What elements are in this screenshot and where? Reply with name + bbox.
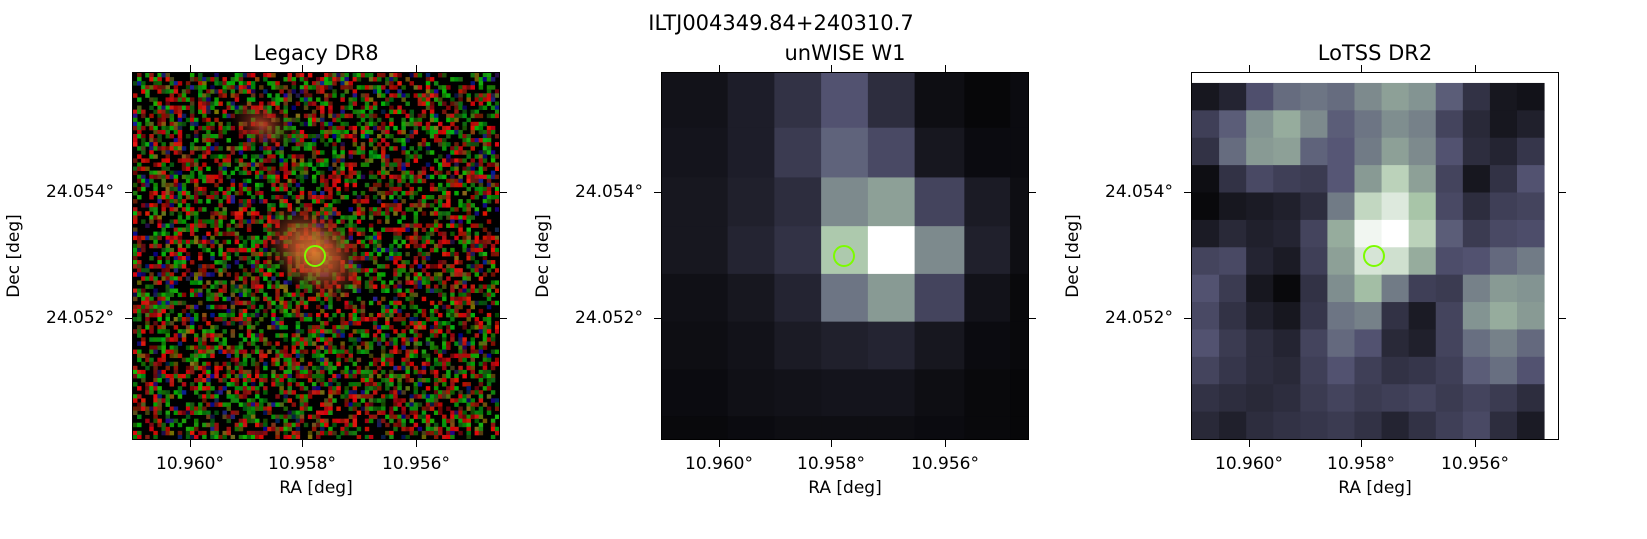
source-marker-circle xyxy=(1363,245,1385,267)
source-marker-circle xyxy=(833,245,855,267)
y-tick-label: 24.054° xyxy=(46,182,114,202)
x-tick xyxy=(1475,440,1477,447)
y-tick-right xyxy=(1559,192,1566,194)
companion-blob xyxy=(230,100,295,150)
lotss-dr2-panel: LoTSS DR2 10.960° 10.958° 10.956° 24.054° 24… xyxy=(1063,41,1566,498)
legacy-optical-image xyxy=(132,72,500,440)
x-tick-label: 10.960° xyxy=(156,454,224,474)
x-tick xyxy=(719,440,721,447)
x-tick-top xyxy=(1475,65,1477,72)
x-tick xyxy=(190,440,192,447)
y-tick xyxy=(125,318,132,320)
x-tick-label: 10.960° xyxy=(1215,454,1283,474)
x-axis-label: RA [deg] xyxy=(279,478,353,498)
x-tick-label: 10.956° xyxy=(911,454,979,474)
figure-title: ILTJ004349.84+240310.7 xyxy=(648,11,914,35)
x-tick-top xyxy=(719,65,721,72)
x-tick xyxy=(945,440,947,447)
x-tick-top xyxy=(831,65,833,72)
unwise-w1-panel: unWISE W1 10.960° 10.958° 10.956° 24.054° 24… xyxy=(533,41,1036,498)
y-tick-right xyxy=(1559,318,1566,320)
x-tick-top xyxy=(416,65,418,72)
x-tick xyxy=(831,440,833,447)
panel-title: LoTSS DR2 xyxy=(1317,41,1433,65)
y-tick xyxy=(1184,318,1191,320)
y-tick-right xyxy=(1029,192,1036,194)
x-tick-label: 10.956° xyxy=(1441,454,1509,474)
x-tick-top xyxy=(1361,65,1363,72)
x-tick-label: 10.956° xyxy=(382,454,450,474)
x-axis-label: RA [deg] xyxy=(1338,478,1412,498)
lotss-pixel-map xyxy=(1192,73,1558,439)
lotss-radio-image xyxy=(1191,72,1559,440)
unwise-pixel-map xyxy=(662,73,1028,439)
x-tick-top xyxy=(945,65,947,72)
y-tick-right xyxy=(1029,318,1036,320)
y-tick xyxy=(125,192,132,194)
x-tick-top xyxy=(1249,65,1251,72)
y-tick-right xyxy=(500,318,507,320)
y-tick-label: 24.054° xyxy=(575,182,643,202)
panel-title: Legacy DR8 xyxy=(253,41,379,65)
y-tick-label: 24.054° xyxy=(1105,182,1173,202)
y-tick-right xyxy=(500,192,507,194)
x-tick-label: 10.958° xyxy=(797,454,865,474)
y-tick-label: 24.052° xyxy=(575,308,643,328)
y-tick xyxy=(654,318,661,320)
x-tick-label: 10.958° xyxy=(1327,454,1395,474)
legacy-pixel-map xyxy=(133,73,499,439)
x-axis-label: RA [deg] xyxy=(808,478,882,498)
x-tick-label: 10.960° xyxy=(685,454,753,474)
x-tick xyxy=(1249,440,1251,447)
y-tick xyxy=(654,192,661,194)
x-tick xyxy=(302,440,304,447)
x-tick-label: 10.958° xyxy=(268,454,336,474)
x-tick-top xyxy=(190,65,192,72)
source-marker-circle xyxy=(304,245,326,267)
x-tick xyxy=(1361,440,1363,447)
x-tick xyxy=(416,440,418,447)
y-tick-label: 24.052° xyxy=(46,308,114,328)
y-tick xyxy=(1184,192,1191,194)
panel-title: unWISE W1 xyxy=(784,41,906,65)
y-tick-label: 24.052° xyxy=(1105,308,1173,328)
x-tick-top xyxy=(302,65,304,72)
legacy-dr8-panel: Legacy DR8 10.960° 10.958° 10.956° 24.054° 2… xyxy=(4,41,507,498)
